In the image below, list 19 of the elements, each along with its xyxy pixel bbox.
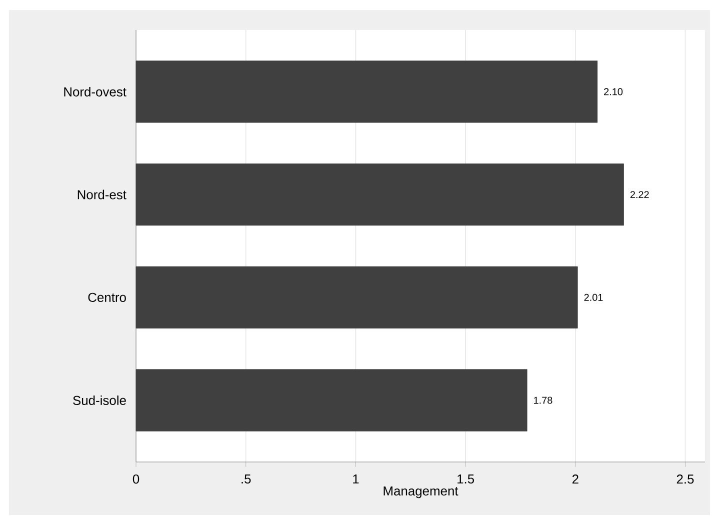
data-label: 1.78 [534, 396, 552, 404]
x-tick-label: 1.5 [458, 474, 474, 484]
x-tick-label: 1 [353, 474, 359, 484]
x-tick-label: 2 [572, 474, 578, 484]
data-label: 2.01 [584, 294, 603, 301]
bar [136, 369, 528, 432]
x-tick-label: 0 [132, 474, 140, 484]
y-tick-label: Centro [88, 292, 126, 302]
y-tick-label: Sud-isole [73, 396, 126, 406]
bar [136, 266, 578, 328]
bar [136, 60, 598, 123]
y-tick-label: Nord-est [78, 190, 126, 200]
y-tick-label: Nord-ovest [64, 86, 126, 96]
x-tick-label: .5 [242, 474, 251, 484]
bar [136, 164, 624, 226]
data-label: 2.22 [630, 191, 649, 198]
x-tick-label: 2.5 [676, 474, 694, 484]
data-label: 2.10 [604, 88, 623, 96]
x-axis-title: Management [384, 486, 458, 498]
